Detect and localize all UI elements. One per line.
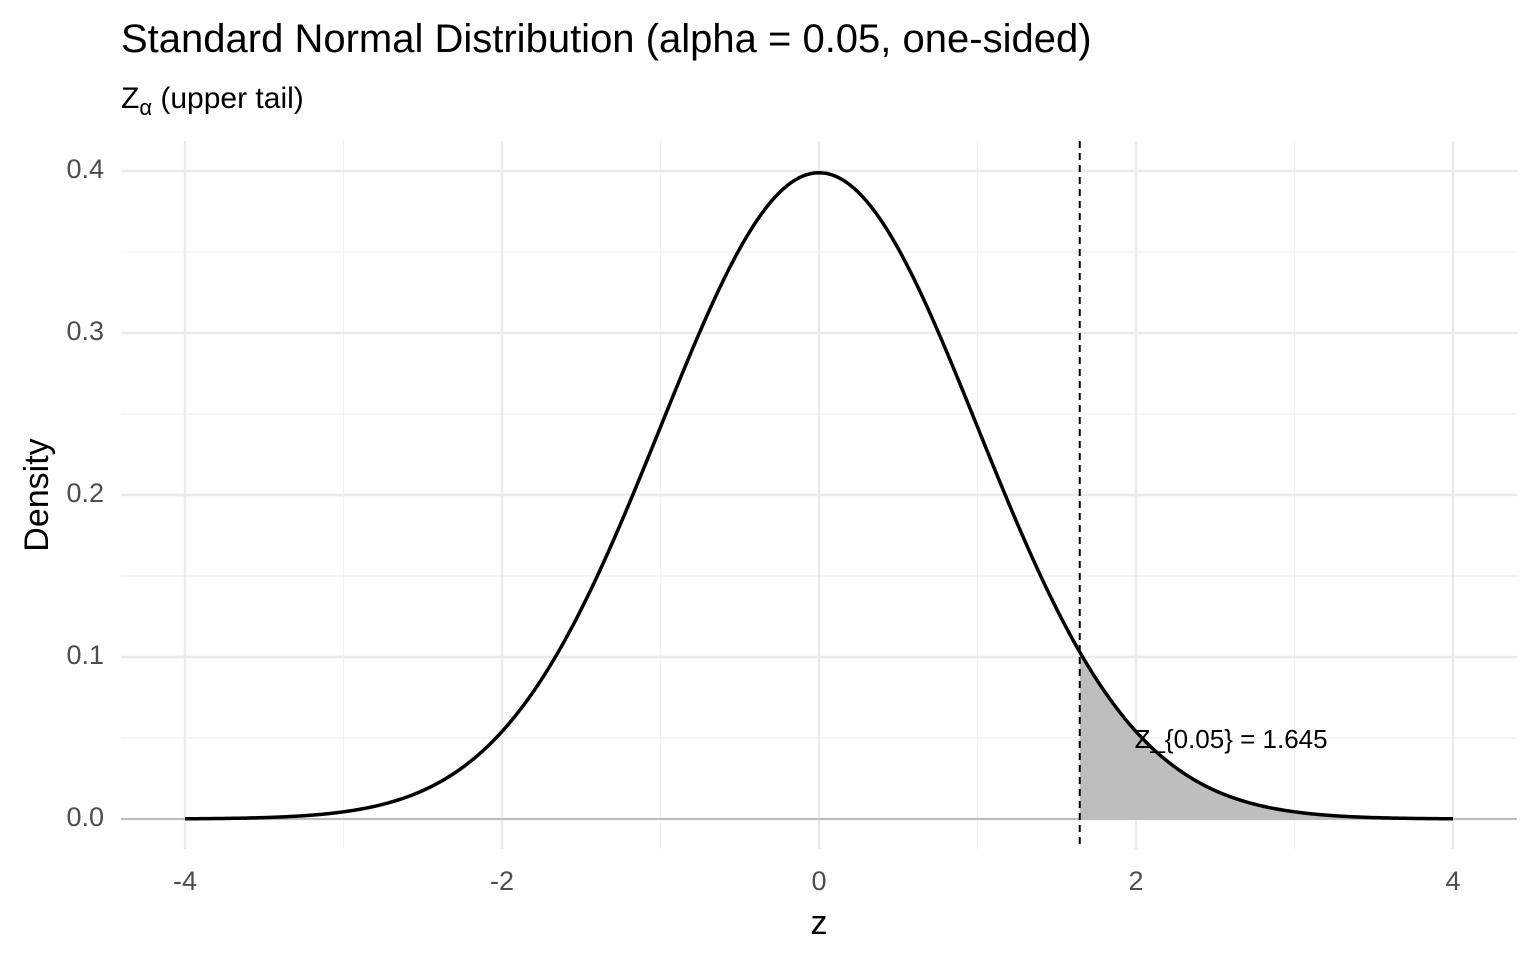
y-axis-label: Density: [18, 438, 56, 551]
y-tick-label: 0.2: [66, 478, 104, 508]
x-axis-label: z: [811, 904, 828, 942]
x-tick-label: 2: [1128, 866, 1143, 896]
x-axis-ticks: -4 -2 0 2 4: [173, 866, 1461, 896]
rejection-region: [1079, 651, 1453, 819]
y-tick-label: 0.3: [66, 316, 104, 346]
subtitle-symbol: Z: [121, 82, 139, 115]
chart-subtitle: Zα (upper tail): [121, 82, 304, 120]
y-tick-label: 0.0: [66, 802, 104, 832]
subtitle-text: (upper tail): [152, 82, 304, 115]
x-tick-label: -4: [173, 866, 197, 896]
density-curve: [184, 170, 1454, 821]
x-tick-label: 0: [811, 866, 826, 896]
chart-title: Standard Normal Distribution (alpha = 0.…: [121, 17, 1092, 61]
y-tick-label: 0.1: [66, 640, 104, 670]
subtitle-subscript: α: [139, 95, 152, 120]
critical-value-label: Z_{0.05} = 1.645: [1135, 724, 1328, 754]
y-axis-ticks: 0.0 0.1 0.2 0.3 0.4: [66, 154, 104, 832]
x-tick-label: 4: [1445, 866, 1460, 896]
x-tick-label: -2: [490, 866, 514, 896]
y-tick-label: 0.4: [66, 154, 104, 184]
